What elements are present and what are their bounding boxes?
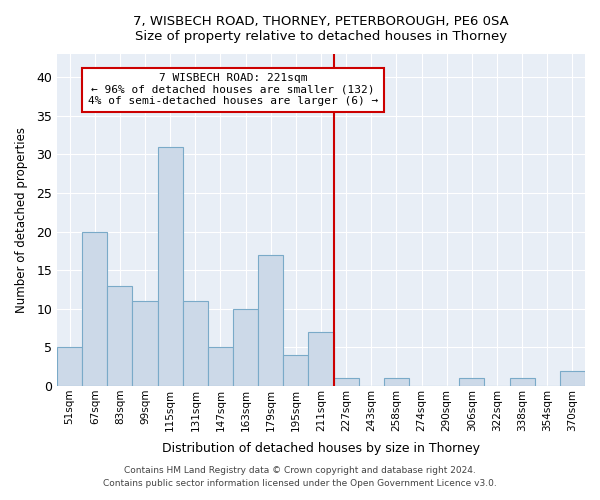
Bar (133, 301, 158, 386)
Bar (560, 370, 585, 386)
Bar (233, 309, 258, 386)
Bar (107, 286, 133, 386)
Bar (509, 378, 535, 386)
X-axis label: Distribution of detached houses by size in Thorney: Distribution of detached houses by size … (162, 442, 480, 455)
Text: 7 WISBECH ROAD: 221sqm
← 96% of detached houses are smaller (132)
4% of semi-det: 7 WISBECH ROAD: 221sqm ← 96% of detached… (88, 73, 378, 106)
Bar (57, 348, 82, 386)
Bar (283, 355, 308, 386)
Bar (208, 348, 233, 386)
Text: Contains HM Land Registry data © Crown copyright and database right 2024.
Contai: Contains HM Land Registry data © Crown c… (103, 466, 497, 487)
Bar (158, 146, 183, 386)
Y-axis label: Number of detached properties: Number of detached properties (15, 127, 28, 313)
Bar (82, 232, 107, 386)
Title: 7, WISBECH ROAD, THORNEY, PETERBOROUGH, PE6 0SA
Size of property relative to det: 7, WISBECH ROAD, THORNEY, PETERBOROUGH, … (133, 15, 509, 43)
Bar (460, 378, 484, 386)
Bar (334, 378, 359, 386)
Bar (258, 254, 283, 386)
Bar (183, 301, 208, 386)
Bar (384, 378, 409, 386)
Bar (308, 332, 334, 386)
